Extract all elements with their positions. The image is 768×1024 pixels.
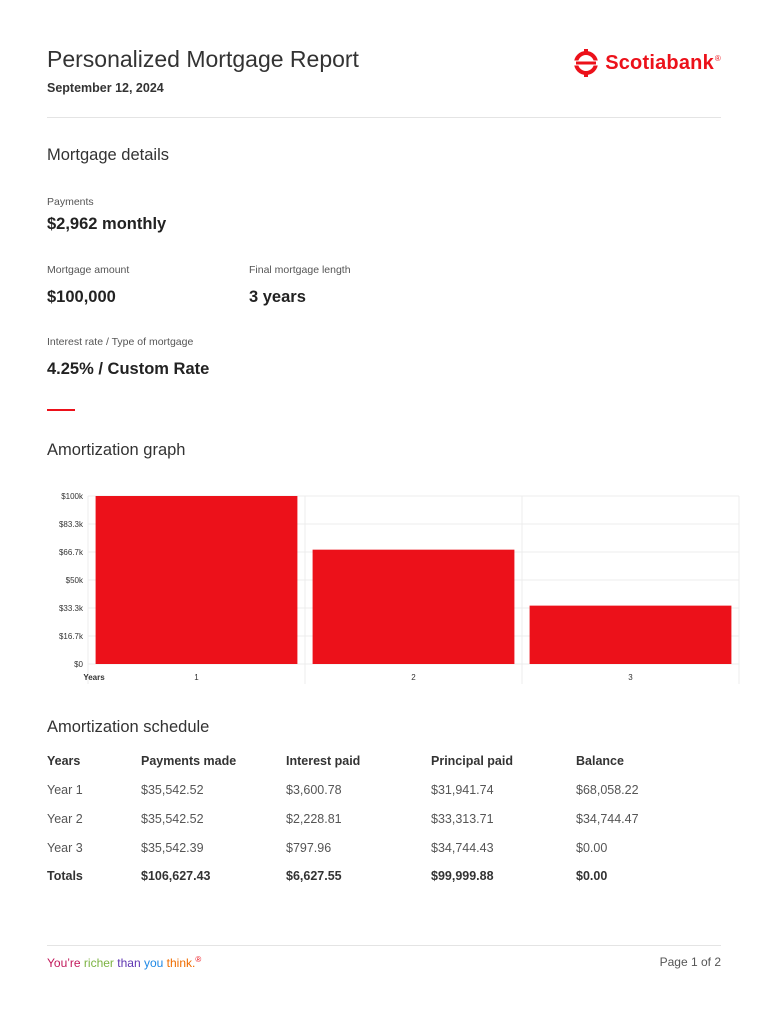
section-accent-rule — [47, 409, 75, 411]
table-cell: $35,542.52 — [141, 783, 204, 797]
y-tick-label: $83.3k — [59, 520, 84, 529]
total-principal-paid: $99,999.88 — [431, 869, 494, 883]
table-cell: Year 3 — [47, 841, 83, 855]
table-cell: $35,542.39 — [141, 841, 204, 855]
y-tick-label: $66.7k — [59, 548, 84, 557]
y-tick-label: $50k — [66, 576, 84, 585]
tagline-registered-mark: ® — [195, 955, 202, 964]
header-divider — [47, 117, 721, 118]
x-tick-label: 2 — [411, 673, 416, 682]
mortgage-length-value: 3 years — [249, 288, 306, 306]
total-payments-made: $106,627.43 — [141, 869, 211, 883]
payments-label: Payments — [47, 196, 94, 208]
column-header-principal-paid: Principal paid — [431, 754, 513, 768]
x-axis-label: Years — [83, 673, 105, 682]
interest-rate-label: Interest rate / Type of mortgage — [47, 336, 194, 348]
tagline-part: you — [143, 956, 164, 970]
amortization-bar-chart: $0 $16.7k $33.3k $50k $66.7k $83.3k $100k 1 2 3 Ye… — [59, 492, 740, 684]
y-tick-label: $33.3k — [59, 604, 84, 613]
table-cell: $0.00 — [576, 841, 608, 855]
mortgage-length-label: Final mortgage length — [249, 264, 351, 276]
footer-divider — [47, 945, 721, 946]
bar — [529, 605, 732, 664]
table-cell: Year 1 — [47, 783, 83, 797]
table-cell: Year 2 — [47, 812, 83, 826]
report-title: Personalized Mortgage Report — [47, 46, 359, 72]
table-header-row: Years Payments made Interest paid Princi… — [47, 754, 721, 774]
table-cell: $34,744.47 — [576, 812, 639, 826]
tagline-part: than — [113, 956, 144, 970]
x-tick-label: 1 — [194, 673, 199, 682]
table-row: Year 1 $35,542.52 $3,600.78 $31,941.74 $… — [47, 783, 721, 803]
y-tick-label: $0 — [74, 660, 83, 669]
table-cell: $797.96 — [286, 841, 332, 855]
tagline-part: richer — [83, 956, 114, 970]
total-balance: $0.00 — [576, 869, 608, 883]
logo-wordmark: Scotiabank® — [605, 51, 721, 74]
column-header-balance: Balance — [576, 754, 624, 768]
amortization-graph-heading: Amortization graph — [47, 441, 186, 459]
total-interest-paid: $6,627.55 — [286, 869, 342, 883]
amortization-schedule-heading: Amortization schedule — [47, 718, 210, 736]
tagline-part: You’re — [47, 956, 84, 970]
interest-rate-value: 4.25% / Custom Rate — [47, 360, 210, 378]
scotiabank-s-icon — [574, 49, 599, 77]
y-tick-label: $100k — [61, 492, 84, 501]
table-cell: $34,744.43 — [431, 841, 494, 855]
bar — [95, 496, 298, 664]
mortgage-amount-label: Mortgage amount — [47, 264, 130, 276]
x-tick-label: 3 — [628, 673, 633, 682]
page-number: Page 1 of 2 — [659, 955, 721, 969]
footer-tagline: You’re richer than you think.® — [47, 955, 201, 970]
payments-value: $2,962 monthly — [47, 215, 167, 233]
totals-label: Totals — [47, 869, 83, 883]
table-cell: $31,941.74 — [431, 783, 494, 797]
tagline-part: think. — [163, 956, 196, 970]
table-row: Year 2 $35,542.52 $2,228.81 $33,313.71 $… — [47, 812, 721, 832]
table-row: Year 3 $35,542.39 $797.96 $34,744.43 $0.… — [47, 841, 721, 861]
mortgage-details-heading: Mortgage details — [47, 146, 169, 164]
column-header-years: Years — [47, 754, 81, 768]
table-cell: $35,542.52 — [141, 812, 204, 826]
column-header-interest-paid: Interest paid — [286, 754, 361, 768]
table-cell: $2,228.81 — [286, 812, 342, 826]
column-header-payments-made: Payments made — [141, 754, 237, 768]
bar — [312, 549, 515, 664]
table-cell: $33,313.71 — [431, 812, 494, 826]
scotiabank-logo: Scotiabank® — [573, 48, 721, 78]
table-cell: $3,600.78 — [286, 783, 342, 797]
mortgage-amount-value: $100,000 — [47, 288, 116, 306]
table-totals-row: Totals $106,627.43 $6,627.55 $99,999.88 … — [47, 869, 721, 889]
report-date: September 12, 2024 — [47, 81, 164, 95]
y-tick-label: $16.7k — [59, 632, 84, 641]
table-cell: $68,058.22 — [576, 783, 639, 797]
